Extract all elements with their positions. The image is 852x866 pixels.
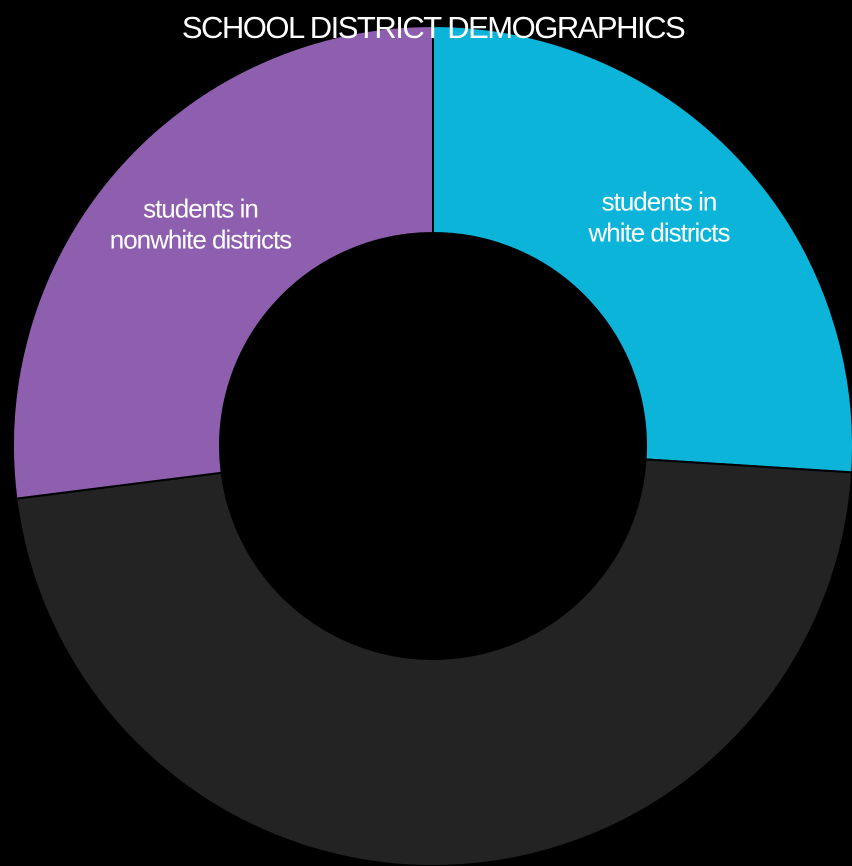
slice-label-white: students in white districts bbox=[587, 186, 730, 247]
chart-title: SCHOOL DISTRICT DEMOGRAPHICS bbox=[182, 10, 685, 45]
donut-slices bbox=[12, 24, 852, 866]
slice-other bbox=[15, 458, 852, 866]
slice-label-line: students in bbox=[143, 193, 258, 223]
slice-nonwhite bbox=[12, 24, 434, 500]
slice-label-nonwhite: students in nonwhite districts bbox=[110, 193, 292, 254]
slice-white bbox=[432, 24, 852, 474]
slice-label-line: white districts bbox=[587, 217, 730, 247]
slice-label-line: nonwhite districts bbox=[110, 224, 292, 254]
slice-label-line: students in bbox=[602, 186, 717, 216]
